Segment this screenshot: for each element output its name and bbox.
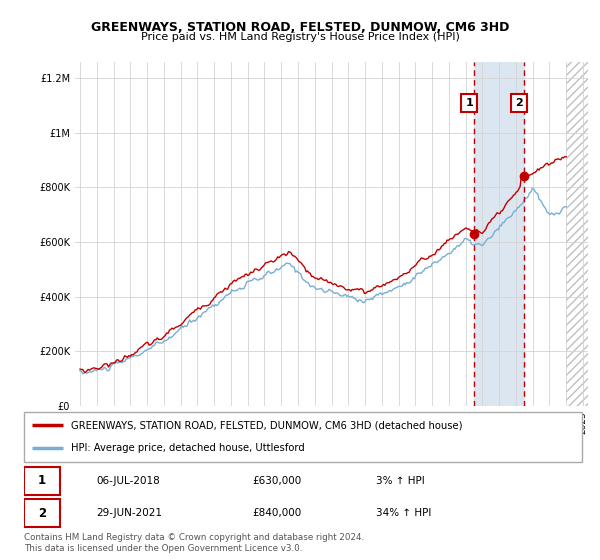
Text: HPI: Average price, detached house, Uttlesford: HPI: Average price, detached house, Uttl… (71, 444, 305, 454)
Text: £630,000: £630,000 (253, 475, 302, 486)
Text: 2: 2 (515, 98, 523, 108)
FancyBboxPatch shape (24, 412, 582, 462)
Bar (566, 62, 588, 406)
Text: 1: 1 (465, 98, 473, 108)
Text: 2: 2 (38, 507, 46, 520)
Text: GREENWAYS, STATION ROAD, FELSTED, DUNMOW, CM6 3HD: GREENWAYS, STATION ROAD, FELSTED, DUNMOW… (91, 21, 509, 34)
Bar (474, 62, 524, 406)
Text: £840,000: £840,000 (253, 508, 302, 518)
Text: 06-JUL-2018: 06-JUL-2018 (97, 475, 160, 486)
Text: Price paid vs. HM Land Registry's House Price Index (HPI): Price paid vs. HM Land Registry's House … (140, 32, 460, 43)
Bar (566, 62, 588, 406)
FancyBboxPatch shape (24, 466, 60, 494)
Text: 34% ↑ HPI: 34% ↑ HPI (376, 508, 431, 518)
FancyBboxPatch shape (24, 500, 60, 528)
Text: GREENWAYS, STATION ROAD, FELSTED, DUNMOW, CM6 3HD (detached house): GREENWAYS, STATION ROAD, FELSTED, DUNMOW… (71, 420, 463, 430)
Text: 1: 1 (38, 474, 46, 487)
Text: 29-JUN-2021: 29-JUN-2021 (97, 508, 163, 518)
Text: Contains HM Land Registry data © Crown copyright and database right 2024.
This d: Contains HM Land Registry data © Crown c… (24, 533, 364, 553)
Text: 3% ↑ HPI: 3% ↑ HPI (376, 475, 424, 486)
